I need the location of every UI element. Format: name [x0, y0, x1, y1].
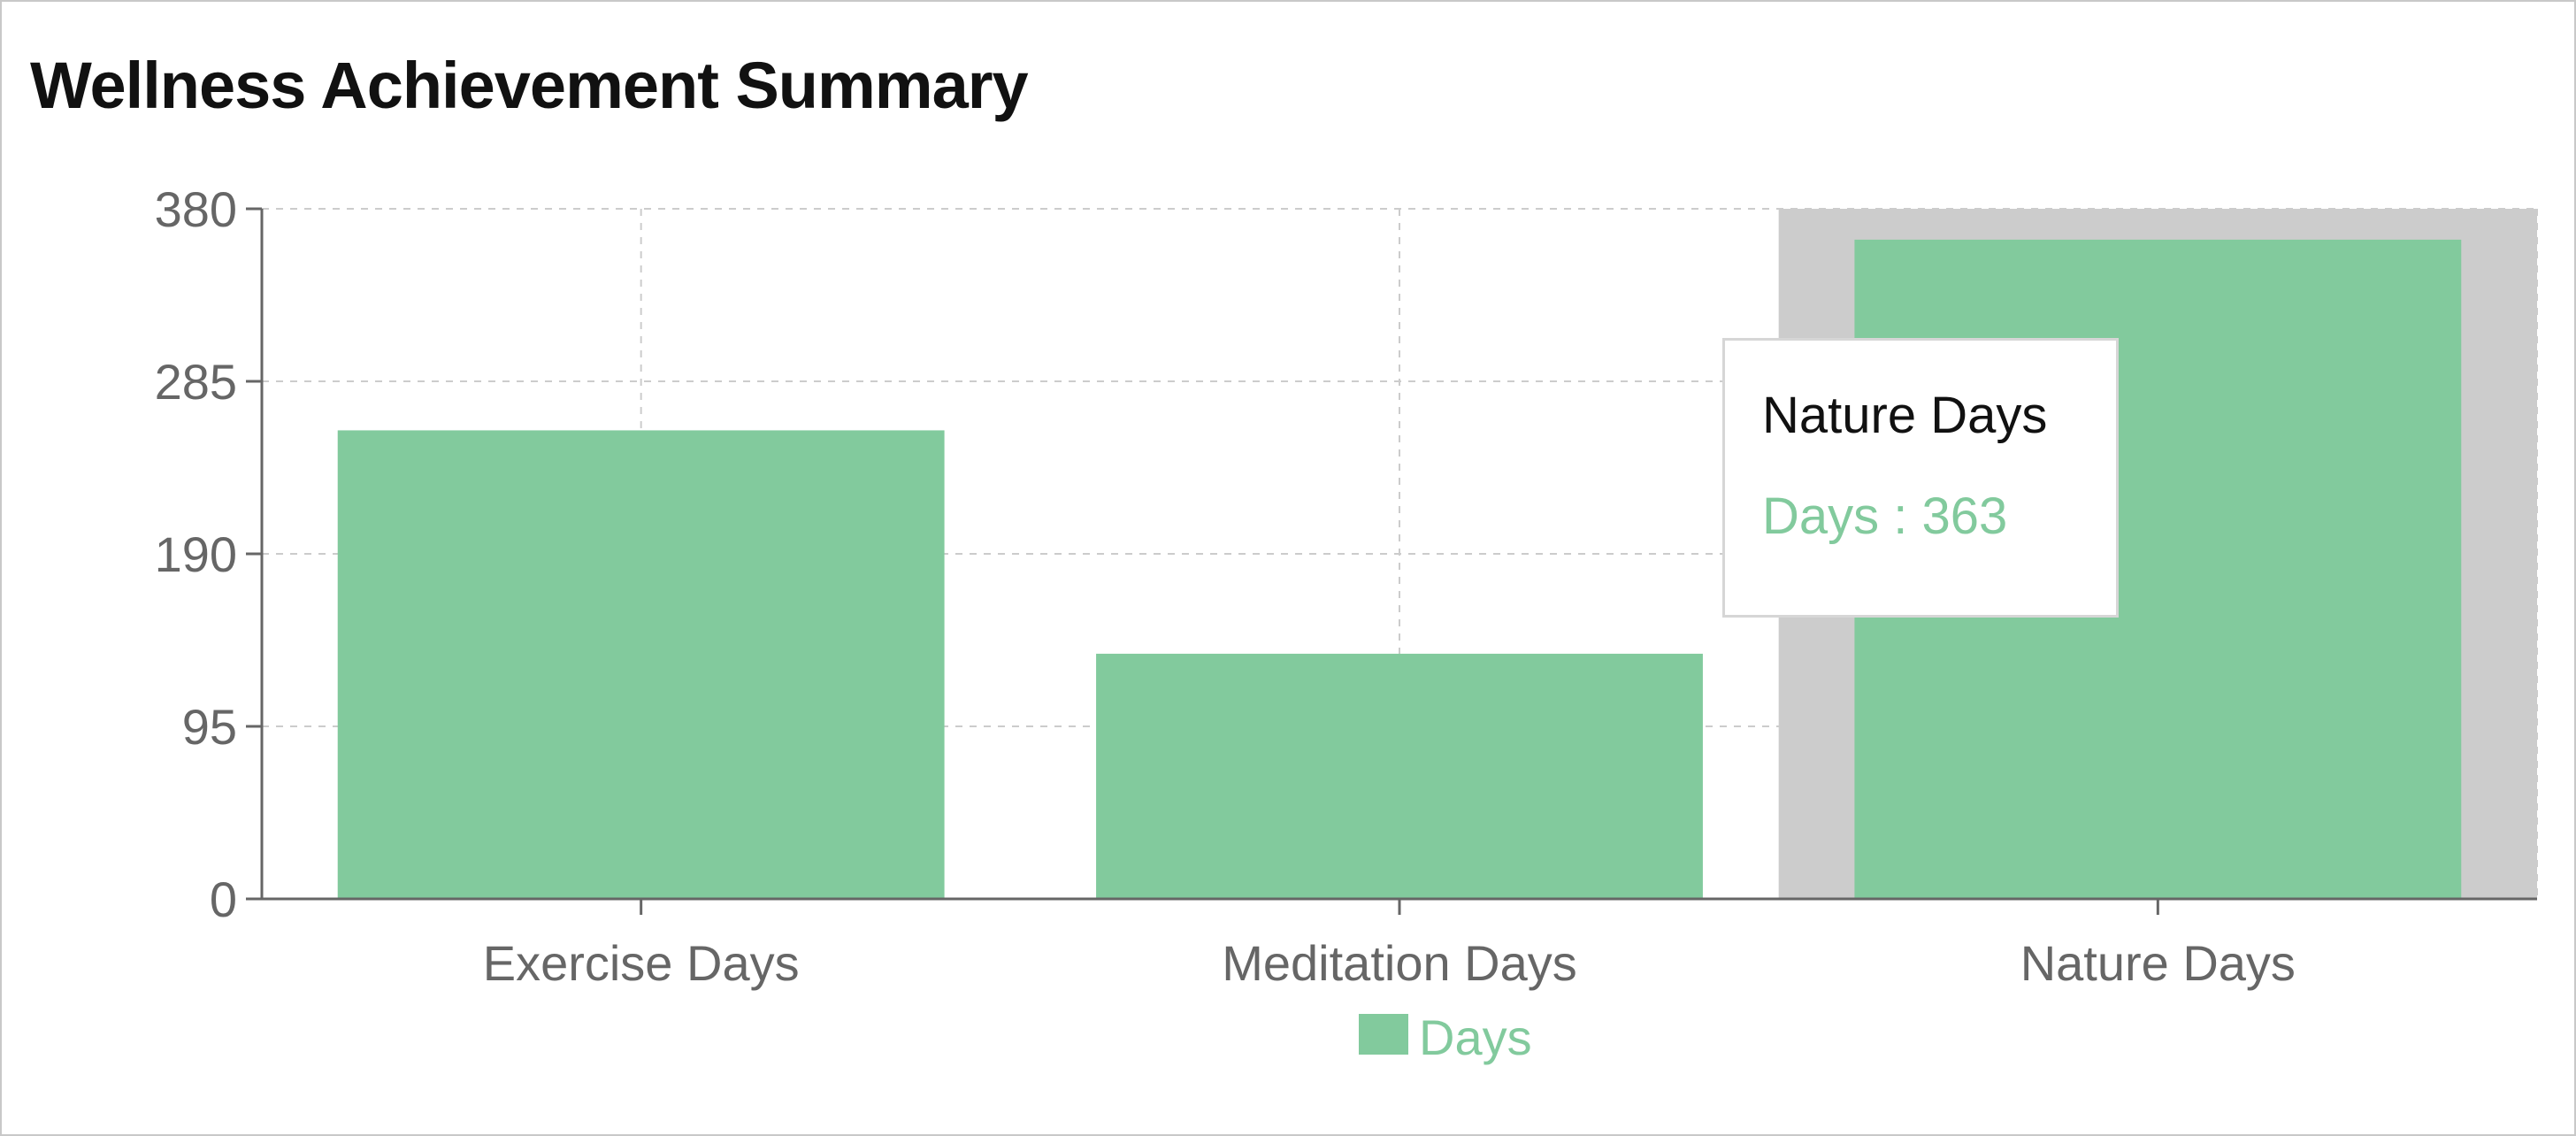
chart-title: Wellness Achievement Summary: [30, 49, 1029, 122]
y-tick-label: 190: [155, 526, 237, 582]
legend-label: Days: [1419, 1009, 1532, 1065]
chart-tooltip: Nature Days Days : 363: [1722, 338, 2119, 618]
x-tick-label: Meditation Days: [1222, 935, 1577, 991]
tooltip-value: Days : 363: [1762, 487, 2008, 545]
bar: [1096, 653, 1703, 899]
bar: [337, 430, 945, 900]
y-tick-label: 95: [182, 699, 237, 755]
y-tick-label: 285: [155, 354, 237, 410]
legend-swatch: [1359, 1014, 1408, 1055]
y-tick-label: 380: [155, 181, 237, 237]
x-tick-label: Exercise Days: [483, 935, 800, 991]
tooltip-title: Nature Days: [1762, 387, 2048, 444]
y-tick-label: 0: [210, 871, 237, 927]
x-tick-label: Nature Days: [2020, 935, 2296, 991]
